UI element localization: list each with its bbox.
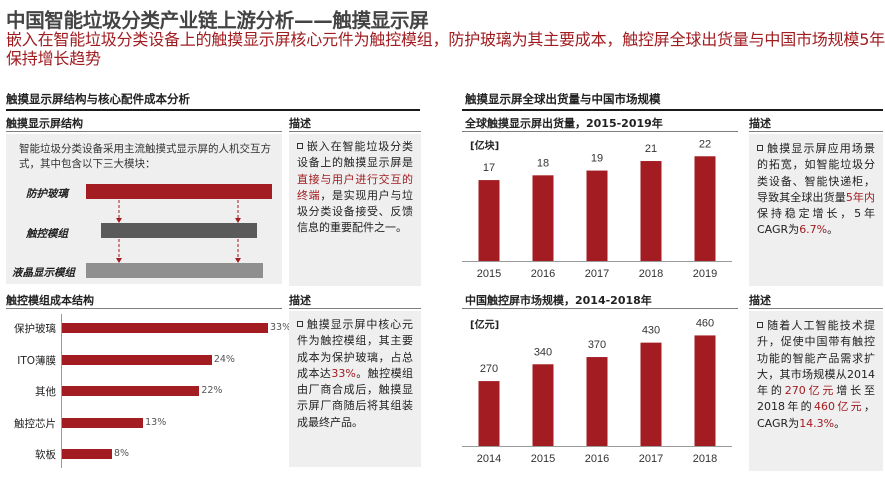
cost-bar bbox=[62, 354, 212, 365]
page-subtitle: 嵌入在智能垃圾分类设备上的触摸显示屏核心元件为触控模组，防护玻璃为其主要成本，触… bbox=[6, 30, 885, 68]
structure-heading-rule bbox=[6, 131, 282, 132]
right-section-rule bbox=[462, 109, 883, 111]
cost-desc-text: 触摸显示屏中核心元件为触控模组，其主要成本为保护玻璃，占总成本达33%。触控模组… bbox=[297, 318, 414, 429]
structure-desc-text: 嵌入在智能垃圾分类设备上的触摸显示屏是直接与用户进行交互的终端，是实现用户与垃圾… bbox=[297, 140, 414, 235]
chart-category-label: 2016 bbox=[531, 268, 555, 280]
structure-desc-rule bbox=[289, 131, 421, 132]
left-section-title: 触摸显示屏结构与核心配件成本分析 bbox=[6, 92, 190, 106]
structure-desc-box: 嵌入在智能垃圾分类设备上的触摸显示屏是直接与用户进行交互的终端，是实现用户与垃圾… bbox=[289, 134, 421, 286]
chart-category-label: 2015 bbox=[477, 268, 501, 280]
cost-bar bbox=[62, 323, 268, 333]
chart-value-label: 19 bbox=[591, 153, 603, 165]
cost-bar-value: 22% bbox=[201, 385, 223, 396]
chart-bar bbox=[532, 175, 554, 261]
market-desc-box: 随着人工智能技术提升，促使中国带有触控功能的智能产品需求扩大，其市场规模从201… bbox=[749, 311, 883, 471]
chart-category-label: 2018 bbox=[693, 453, 717, 465]
structure-panel: 智能垃圾分类设备采用主流触摸式显示屏的人机交互方式，其中包含以下三大模块： 防护… bbox=[6, 134, 282, 284]
chart-bar bbox=[586, 357, 608, 446]
chart-bar bbox=[694, 335, 716, 446]
shipment-chart-title: 全球触摸显示屏出货量，2015-2019年 bbox=[465, 117, 663, 130]
chart-bar bbox=[478, 381, 500, 446]
shipment-chart: 17 2015 18 2016 19 2017 21 2018 22 2019 bbox=[462, 138, 732, 280]
right-section-title: 触摸显示屏全球出货量与中国市场规模 bbox=[465, 92, 661, 106]
layer-protective-glass bbox=[86, 184, 272, 199]
market-chart: 270 2014 340 2015 370 2016 430 2017 460 2018 bbox=[462, 317, 732, 465]
chart-category-label: 2018 bbox=[639, 268, 663, 280]
chart-value-label: 18 bbox=[537, 157, 549, 169]
chart-bar bbox=[640, 161, 662, 261]
cost-bar-label: 保护玻璃 bbox=[14, 323, 56, 335]
cost-bar-value: 13% bbox=[145, 416, 167, 428]
chart-value-label: 21 bbox=[645, 143, 657, 155]
chart-category-label: 2017 bbox=[585, 268, 609, 280]
shipment-desc-text: 触摸显示屏应用场景的拓宽，如智能垃圾分类设备、智能快递柜，导致其全球出货量5年内… bbox=[757, 142, 876, 237]
chart-value-label: 270 bbox=[480, 363, 498, 375]
chart-bar bbox=[694, 156, 716, 261]
chart-bar bbox=[532, 364, 554, 446]
market-desc-text: 随着人工智能技术提升，促使中国带有触控功能的智能产品需求扩大，其市场规模从201… bbox=[757, 319, 876, 430]
cost-bar bbox=[62, 449, 112, 459]
cost-bar bbox=[62, 417, 144, 428]
chart-value-label: 340 bbox=[534, 346, 552, 358]
cost-bar-label: 其他 bbox=[35, 386, 56, 398]
cost-desc-heading: 描述 bbox=[289, 294, 311, 307]
checkbox-bullet-icon bbox=[757, 145, 763, 151]
cost-bar-label: 软板 bbox=[35, 449, 56, 461]
module-label-glass: 防护玻璃 bbox=[26, 188, 68, 200]
left-section-rule bbox=[6, 109, 420, 111]
module-label-lcd: 液晶显示模组 bbox=[12, 267, 75, 279]
cost-heading: 触控模组成本结构 bbox=[6, 294, 94, 307]
market-desc-heading: 描述 bbox=[749, 294, 771, 307]
chart-value-label: 22 bbox=[699, 138, 711, 150]
chart-bar bbox=[640, 342, 662, 446]
chart-value-label: 370 bbox=[588, 339, 606, 351]
chart-value-label: 430 bbox=[642, 325, 660, 337]
shipment-desc-rule bbox=[749, 131, 883, 132]
chart-category-label: 2016 bbox=[585, 453, 609, 465]
chart-value-label: 460 bbox=[696, 317, 714, 329]
shipment-desc-box: 触摸显示屏应用场景的拓宽，如智能垃圾分类设备、智能快递柜，导致其全球出货量5年内… bbox=[749, 134, 883, 286]
structure-intro: 智能垃圾分类设备采用主流触摸式显示屏的人机交互方式，其中包含以下三大模块： bbox=[19, 143, 271, 170]
checkbox-bullet-icon bbox=[757, 322, 763, 328]
layer-lcd-module bbox=[86, 263, 263, 278]
chart-value-label: 17 bbox=[483, 162, 495, 174]
shipment-desc-heading: 描述 bbox=[749, 117, 771, 130]
layer-connectors bbox=[116, 200, 241, 263]
market-unit: [亿元] bbox=[470, 320, 500, 331]
cost-bar-value: 33% bbox=[270, 322, 292, 333]
market-desc-rule bbox=[749, 308, 883, 309]
chart-category-label: 2014 bbox=[477, 453, 501, 465]
market-chart-rule bbox=[462, 308, 738, 309]
chart-bar bbox=[478, 180, 500, 261]
cost-desc-box: 触摸显示屏中核心元件为触控模组，其主要成本为保护玻璃，占总成本达33%。触控模组… bbox=[289, 311, 421, 467]
page-title: 中国智能垃圾分类产业链上游分析——触摸显示屏 bbox=[6, 9, 429, 32]
cost-heading-rule bbox=[6, 308, 282, 309]
chart-category-label: 2017 bbox=[639, 453, 663, 465]
checkbox-bullet-icon bbox=[297, 143, 303, 149]
chart-category-label: 2015 bbox=[531, 453, 555, 465]
cost-axis bbox=[61, 314, 62, 468]
cost-bar-value: 24% bbox=[213, 353, 235, 365]
module-label-touch: 触控模组 bbox=[26, 228, 68, 240]
chart-category-label: 2019 bbox=[693, 268, 717, 280]
cost-bar bbox=[62, 386, 200, 396]
cost-desc-rule bbox=[289, 308, 421, 309]
layer-touch-module bbox=[101, 223, 257, 238]
structure-heading: 触摸显示屏结构 bbox=[6, 117, 83, 130]
cost-bar-label: 触控芯片 bbox=[14, 417, 56, 430]
checkbox-bullet-icon bbox=[297, 321, 303, 327]
cost-bar-value: 8% bbox=[113, 448, 130, 459]
shipment-unit: [亿块] bbox=[470, 141, 500, 152]
cost-bar-label: ITO薄膜 bbox=[17, 354, 56, 367]
shipment-chart-rule bbox=[462, 131, 738, 132]
structure-desc-heading: 描述 bbox=[289, 117, 311, 130]
market-chart-title: 中国触控屏市场规模，2014-2018年 bbox=[465, 294, 652, 307]
cost-chart: 保护玻璃 33% ITO薄膜 24% 其他 22% 触控芯片 13% 软板 8% bbox=[6, 310, 292, 470]
chart-bar bbox=[586, 170, 608, 261]
